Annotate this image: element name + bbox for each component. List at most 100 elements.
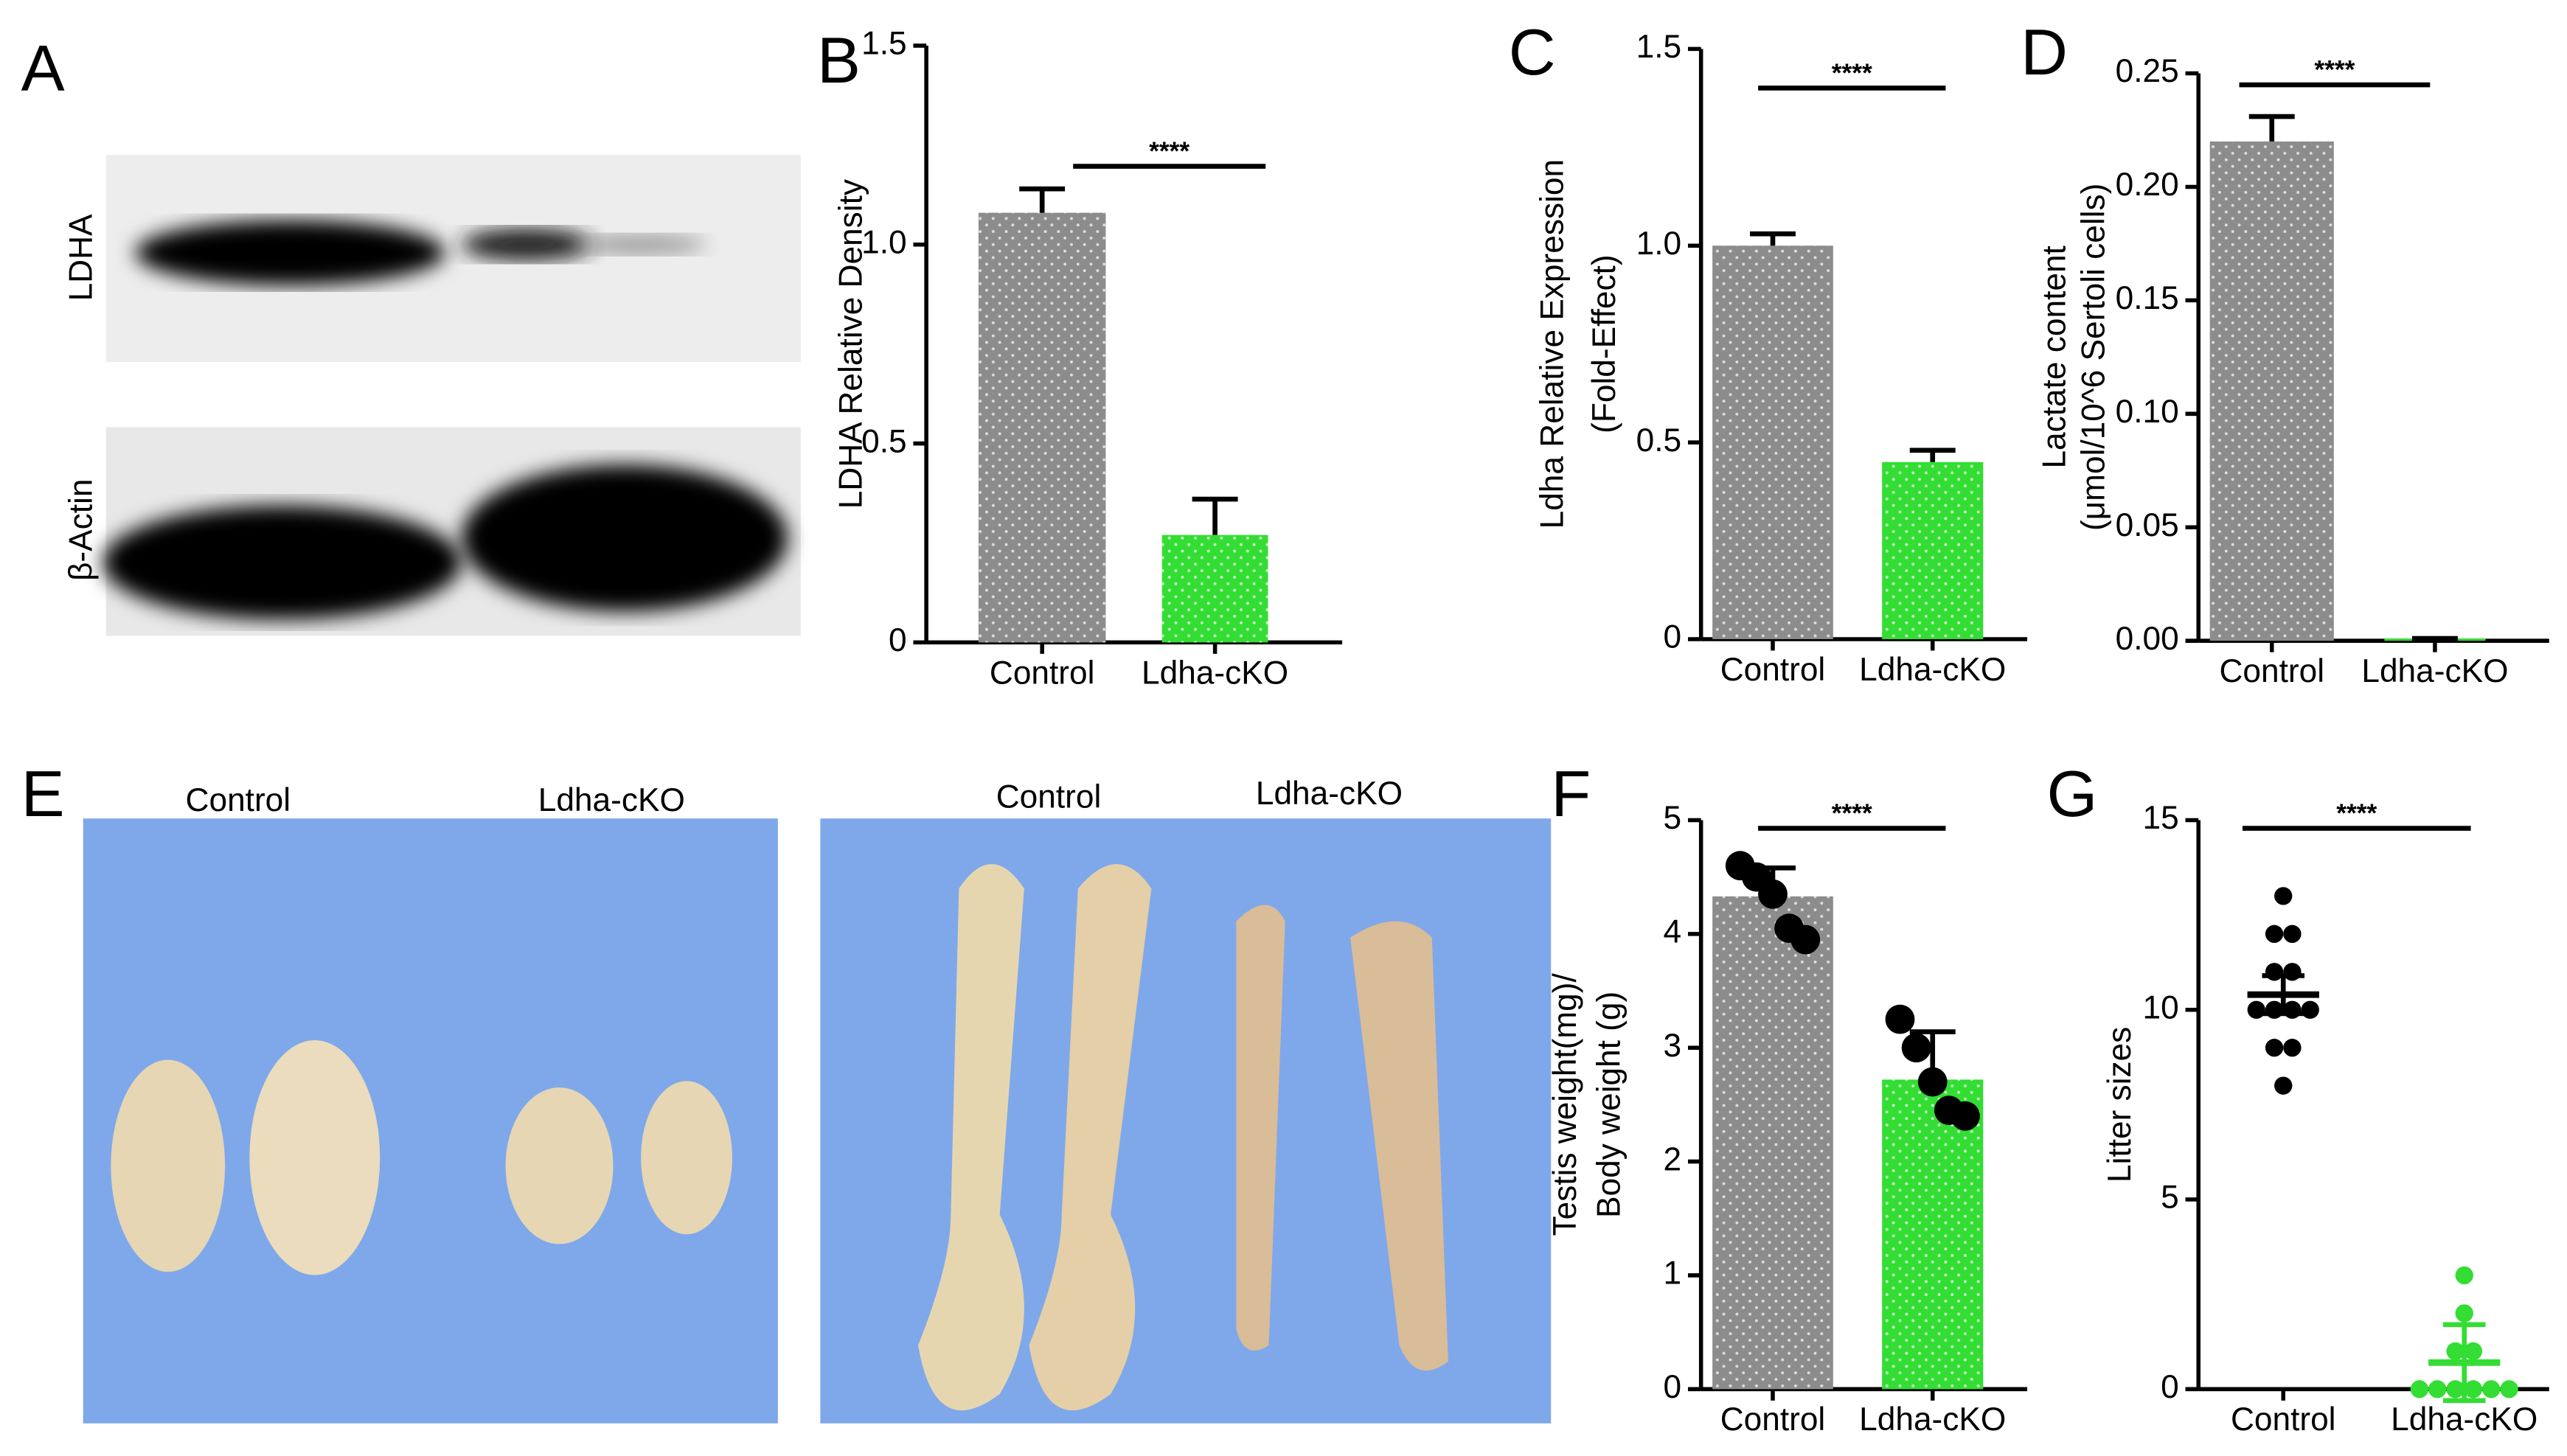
y-tick-label: 4: [1664, 914, 1682, 950]
testis: [249, 1040, 381, 1275]
y-tick-label: 5: [1664, 800, 1682, 836]
panel-letter: A: [21, 32, 65, 105]
x-tick-label: Ldha-cKO: [2391, 1401, 2538, 1438]
band: [461, 228, 592, 261]
data-point: [1901, 1033, 1931, 1063]
significance-label: ****: [1832, 799, 1872, 828]
error-bar: [1019, 186, 1066, 213]
data-point: [2455, 1266, 2473, 1285]
band-label: LDHA: [63, 214, 99, 301]
data-point: [2446, 1342, 2464, 1361]
data-point: [2274, 887, 2293, 905]
y-tick-label: 1.0: [861, 224, 906, 260]
panel-letter: G: [2047, 757, 2098, 830]
y-axis-label: Ldha Relative Expression: [1534, 159, 1570, 529]
bar-texture: [1882, 461, 1984, 639]
y-tick-label: 1.5: [1636, 29, 1681, 65]
panel-letter: E: [21, 757, 65, 830]
bar-texture: [1161, 534, 1268, 643]
y-axis-label: Litter sizes: [2102, 1027, 2138, 1182]
data-point: [2283, 1000, 2302, 1019]
group-label: Ldha-cKO: [538, 782, 685, 818]
tissue: [1236, 905, 1285, 1351]
y-tick-label: 0.25: [2116, 53, 2179, 89]
y-tick-label: 0.5: [861, 423, 906, 459]
x-tick-label: Ldha-cKO: [2361, 653, 2508, 689]
data-point: [2301, 1000, 2319, 1019]
x-tick-label: Ldha-cKO: [1142, 655, 1288, 691]
y-tick-label: 3: [1664, 1028, 1682, 1064]
data-point: [2428, 1380, 2447, 1398]
band: [575, 234, 706, 255]
y-tick-label: 0: [1664, 619, 1682, 655]
band: [135, 220, 445, 286]
y-tick-label: 10: [2143, 989, 2179, 1025]
band: [461, 464, 788, 612]
y-tick-label: 1.5: [861, 26, 906, 62]
error-bar: [1192, 496, 1238, 535]
y-tick-label: 15: [2143, 800, 2179, 836]
bar-texture: [2209, 141, 2334, 641]
y-tick-label: 5: [2161, 1180, 2179, 1216]
data-point: [1951, 1101, 1980, 1131]
error-bar: [2442, 1322, 2486, 1404]
testis: [111, 1059, 226, 1272]
x-tick-label: Control: [990, 655, 1095, 691]
error-bar: [1750, 231, 1796, 246]
x-tick-label: Ldha-cKO: [1859, 652, 2006, 688]
panel-letter: D: [2021, 15, 2068, 88]
data-point: [2283, 1039, 2302, 1057]
panel-a: A LDHA β-Actin: [21, 32, 801, 636]
significance-label: ****: [1832, 59, 1872, 88]
testis: [641, 1081, 732, 1235]
tissue: [918, 864, 1024, 1411]
data-point: [2283, 963, 2302, 981]
bar-texture: [1882, 1079, 1984, 1390]
band-label: β-Actin: [63, 479, 99, 581]
y-tick-label: 0.20: [2116, 167, 2179, 203]
group-label: Control: [996, 778, 1102, 815]
significance-label: ****: [2336, 799, 2377, 828]
y-tick-label: 0: [889, 622, 907, 658]
y-tick-label: 0.5: [1636, 422, 1681, 459]
x-tick-label: Control: [1720, 1401, 1826, 1438]
y-tick-label: 1.0: [1636, 226, 1681, 262]
bar-texture: [1712, 896, 1833, 1390]
data-point: [2455, 1304, 2473, 1323]
y-tick-label: 0.15: [2116, 280, 2179, 316]
error-bar: [1909, 447, 1956, 462]
y-tick-label: 0: [2161, 1369, 2179, 1405]
data-point: [1758, 879, 1788, 909]
data-point: [1885, 1004, 1915, 1034]
y-axis-label: (Fold-Effect): [1586, 254, 1622, 433]
band: [103, 505, 462, 620]
y-tick-label: 0.10: [2116, 394, 2179, 430]
data-point: [2265, 963, 2284, 981]
data-point: [2482, 1380, 2501, 1398]
x-tick-label: Control: [1720, 652, 1826, 688]
data-point: [2464, 1380, 2483, 1398]
group-label: Ldha-cKO: [1256, 776, 1403, 812]
y-axis-label: Body weight (g): [1591, 992, 1628, 1218]
data-point: [2283, 924, 2302, 943]
data-point: [2274, 1076, 2293, 1095]
data-point: [2247, 1000, 2265, 1019]
panel-letter: C: [1509, 15, 1556, 88]
panel-letter: B: [817, 24, 861, 97]
data-point: [2464, 1342, 2483, 1361]
y-tick-label: 0.00: [2116, 621, 2179, 657]
bar-texture: [1712, 245, 1833, 639]
data-point: [1790, 924, 1821, 955]
y-tick-label: 0.05: [2116, 507, 2179, 543]
error-bar: [2262, 973, 2304, 1017]
significance-label: ****: [2314, 56, 2355, 85]
y-axis-label: (μmol/10^6 Sertoli cells): [2076, 184, 2112, 531]
bar-texture: [978, 212, 1106, 643]
testis: [505, 1087, 614, 1244]
y-tick-label: 0: [1664, 1369, 1682, 1405]
tissue: [1350, 921, 1448, 1371]
tissue: [1029, 864, 1152, 1411]
data-point: [2265, 1039, 2284, 1057]
x-tick-label: Control: [2231, 1401, 2336, 1438]
